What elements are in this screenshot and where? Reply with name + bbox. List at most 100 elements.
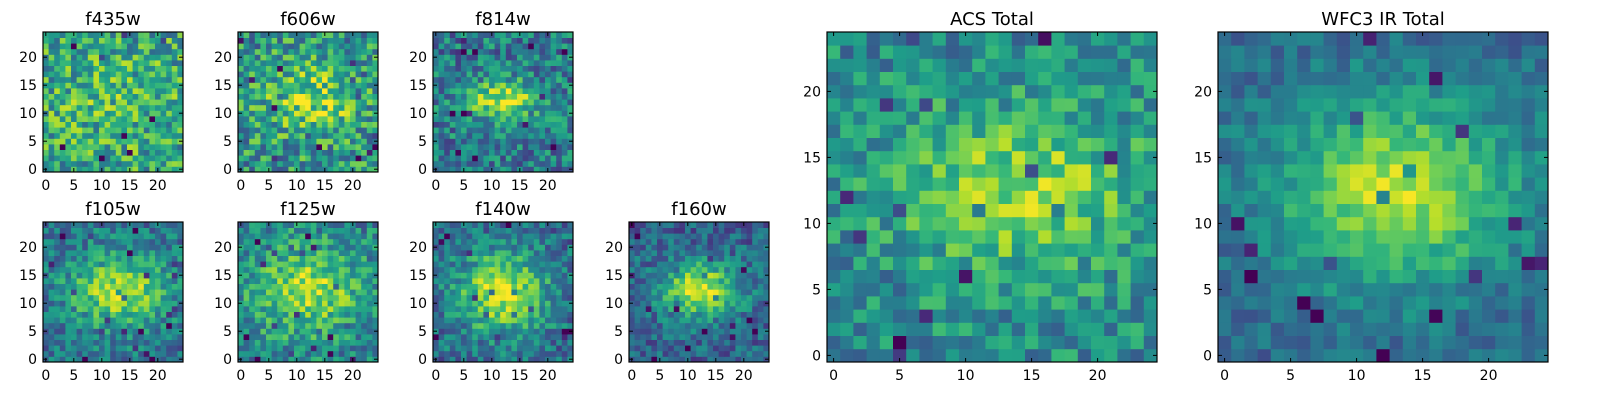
heatmap-cell <box>522 334 529 340</box>
heatmap-cell <box>522 289 529 296</box>
heatmap-cell <box>355 88 362 94</box>
heatmap-cell <box>143 294 150 301</box>
heatmap-cell <box>171 356 178 363</box>
heatmap-cell <box>54 48 61 55</box>
heatmap-cell <box>372 227 379 234</box>
heatmap-cell <box>567 294 574 301</box>
heatmap-cell <box>294 289 300 296</box>
heatmap-cell <box>322 43 328 50</box>
heatmap-cell <box>561 238 568 245</box>
heatmap-cell <box>355 227 362 234</box>
heatmap-cell <box>472 110 479 117</box>
heatmap-cell <box>43 266 49 273</box>
heatmap-cell <box>65 289 72 296</box>
heatmap-cell <box>361 48 368 55</box>
heatmap-cell <box>249 345 256 352</box>
heatmap-cell <box>455 300 462 307</box>
heatmap-cell <box>466 132 473 139</box>
heatmap-cell <box>1117 282 1131 297</box>
heatmap-cell <box>533 227 540 234</box>
heatmap-cell <box>361 289 368 296</box>
heatmap-cell <box>461 317 467 324</box>
heatmap-cell <box>327 311 334 318</box>
heatmap-cell <box>282 48 289 55</box>
heatmap-cell <box>545 306 551 312</box>
heatmap-cell <box>310 144 317 150</box>
heatmap-cell <box>1011 164 1026 178</box>
heatmap-cell <box>372 238 379 245</box>
heatmap-cell <box>444 99 451 106</box>
heatmap-cell <box>556 54 563 61</box>
heatmap-cell <box>645 250 652 256</box>
heatmap-cell <box>48 311 55 318</box>
heatmap-cell <box>110 155 117 162</box>
heatmap-cell <box>505 149 512 156</box>
heatmap-cell <box>322 322 328 329</box>
heatmap-cell <box>729 250 736 256</box>
heatmap-cell <box>640 255 647 262</box>
heatmap-cell <box>556 334 563 340</box>
heatmap-cell <box>932 230 947 244</box>
heatmap-cell <box>919 296 933 310</box>
heatmap-cell <box>455 71 462 78</box>
heatmap-cell <box>645 345 652 352</box>
heatmap-cell <box>327 32 334 38</box>
heatmap-cell <box>344 99 351 106</box>
heatmap-cell <box>155 65 161 72</box>
heatmap-cell <box>718 322 725 329</box>
heatmap-cell <box>266 121 272 128</box>
heatmap-cell <box>294 227 300 234</box>
heatmap-cell <box>149 110 156 117</box>
heatmap-cell <box>171 138 178 145</box>
heatmap-cell <box>763 317 770 324</box>
heatmap-cell <box>310 356 317 363</box>
heatmap-cell <box>629 261 635 268</box>
heatmap-cell <box>149 322 156 329</box>
heatmap-cell <box>294 71 300 78</box>
heatmap-cell <box>104 311 111 318</box>
heatmap-cell <box>724 345 731 352</box>
heatmap-cell <box>567 317 574 324</box>
heatmap-cell <box>752 300 759 307</box>
heatmap-cell <box>99 37 105 44</box>
heatmap-cell <box>550 322 557 329</box>
heatmap-cell <box>115 294 122 301</box>
heatmap-cell <box>271 155 278 162</box>
heatmap-cell <box>657 278 663 284</box>
heatmap-cell <box>489 132 495 139</box>
heatmap-cell <box>763 294 770 301</box>
heatmap-cell <box>338 160 345 167</box>
heatmap-cell <box>243 283 250 290</box>
heatmap-cell <box>138 328 145 335</box>
heatmap-cell <box>338 278 345 284</box>
heatmap-cell <box>59 149 66 156</box>
heatmap-cell <box>461 43 467 50</box>
heatmap-cell <box>338 37 345 44</box>
heatmap-cell <box>550 283 557 290</box>
heatmap-cell <box>87 311 94 318</box>
heatmap-cell <box>472 250 479 256</box>
heatmap-cell <box>550 116 557 122</box>
heatmap-cell <box>155 54 161 61</box>
heatmap-cell <box>299 261 306 268</box>
heatmap-cell <box>511 132 518 139</box>
heatmap-cell <box>65 300 72 307</box>
heatmap-cell <box>522 99 529 106</box>
heatmap-cell <box>93 149 100 156</box>
heatmap-cell <box>177 317 184 324</box>
heatmap-cell <box>294 233 300 240</box>
heatmap-cell <box>662 350 669 357</box>
heatmap-cell <box>1011 230 1026 244</box>
heatmap-cell <box>110 345 117 352</box>
heatmap-cell <box>522 54 529 61</box>
heatmap-cell <box>366 48 373 55</box>
heatmap-cell <box>76 65 83 72</box>
heatmap-cell <box>433 121 439 128</box>
heatmap-cell <box>54 76 61 83</box>
heatmap-cell <box>115 345 122 352</box>
heatmap-cell <box>333 255 340 262</box>
heatmap-cell <box>752 227 759 234</box>
heatmap-cell <box>433 43 439 50</box>
heatmap-cell <box>1038 164 1052 178</box>
heatmap-cell <box>104 93 111 100</box>
